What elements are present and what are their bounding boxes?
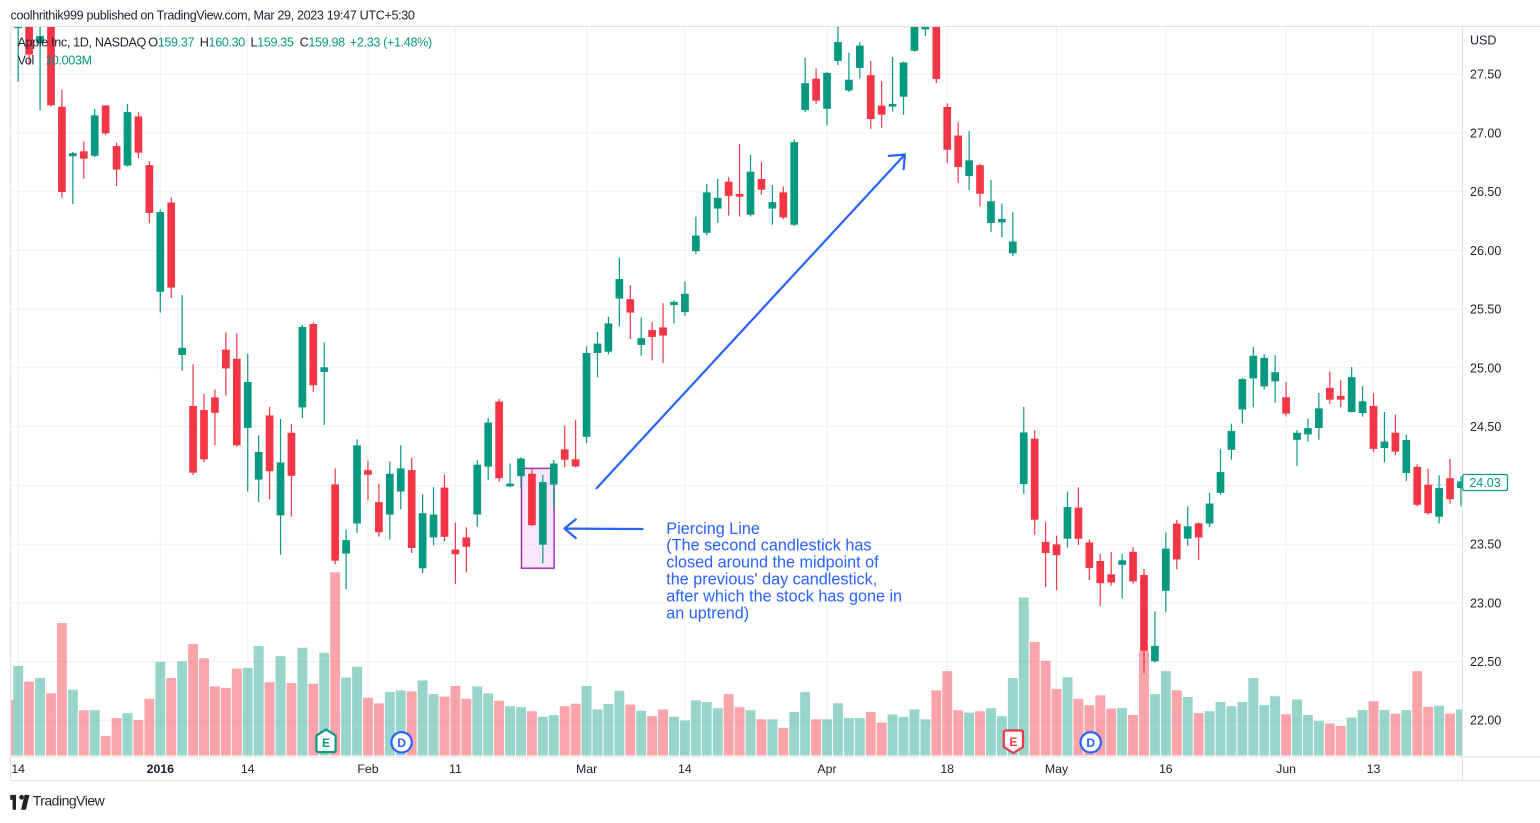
svg-text:13: 13 <box>1367 762 1381 776</box>
svg-text:coolhrithik999 published on Tr: coolhrithik999 published on TradingView.… <box>11 9 415 23</box>
svg-text:22.00: 22.00 <box>1470 714 1501 728</box>
svg-text:14: 14 <box>241 762 255 776</box>
svg-text:24.50: 24.50 <box>1470 420 1501 434</box>
svg-text:the previous' day candlestick,: the previous' day candlestick, <box>666 571 877 589</box>
svg-text:L159.35: L159.35 <box>251 36 294 50</box>
svg-text:26.50: 26.50 <box>1470 185 1501 199</box>
svg-text:+2.33 (+1.48%): +2.33 (+1.48%) <box>350 36 432 50</box>
svg-text:16: 16 <box>1159 762 1173 776</box>
svg-text:Vol: Vol <box>18 54 34 68</box>
svg-text:E: E <box>322 736 330 750</box>
svg-text:14: 14 <box>678 762 692 776</box>
svg-text:closed around the midpoint of: closed around the midpoint of <box>666 554 879 572</box>
svg-text:Feb: Feb <box>357 762 378 776</box>
svg-text:D: D <box>1086 736 1095 750</box>
svg-text:Apple Inc, 1D, NASDAQ: Apple Inc, 1D, NASDAQ <box>18 36 147 50</box>
svg-text:23.00: 23.00 <box>1470 596 1501 610</box>
svg-text:after which the stock has gone: after which the stock has gone in <box>666 587 902 605</box>
svg-text:10.003M: 10.003M <box>45 54 92 68</box>
svg-text:H160.30: H160.30 <box>200 36 246 50</box>
svg-text:25.00: 25.00 <box>1470 361 1501 375</box>
svg-text:O159.37: O159.37 <box>148 36 194 50</box>
svg-text:C159.98: C159.98 <box>300 36 346 50</box>
svg-text:14: 14 <box>11 762 25 776</box>
svg-text:27.00: 27.00 <box>1470 126 1501 140</box>
svg-text:E: E <box>1009 735 1017 749</box>
svg-text:D: D <box>397 736 406 750</box>
svg-text:2016: 2016 <box>147 762 175 776</box>
svg-text:May: May <box>1045 762 1069 776</box>
svg-text:Apr: Apr <box>817 762 836 776</box>
svg-text:27.50: 27.50 <box>1470 68 1501 82</box>
svg-text:an uptrend): an uptrend) <box>666 604 749 622</box>
svg-text:Piercing Line: Piercing Line <box>666 520 760 538</box>
svg-text:26.00: 26.00 <box>1470 244 1501 258</box>
svg-text:USD: USD <box>1470 34 1496 48</box>
svg-text:18: 18 <box>940 762 954 776</box>
svg-text:22.50: 22.50 <box>1470 655 1501 669</box>
svg-text:24.03: 24.03 <box>1469 476 1500 490</box>
svg-text:23.50: 23.50 <box>1470 538 1501 552</box>
svg-text:Mar: Mar <box>576 762 597 776</box>
svg-text:25.50: 25.50 <box>1470 303 1501 317</box>
svg-text:TradingView: TradingView <box>33 793 106 809</box>
svg-text:11: 11 <box>449 762 462 776</box>
svg-text:Jun: Jun <box>1276 762 1296 776</box>
svg-text:(The second candlestick has: (The second candlestick has <box>666 537 871 555</box>
